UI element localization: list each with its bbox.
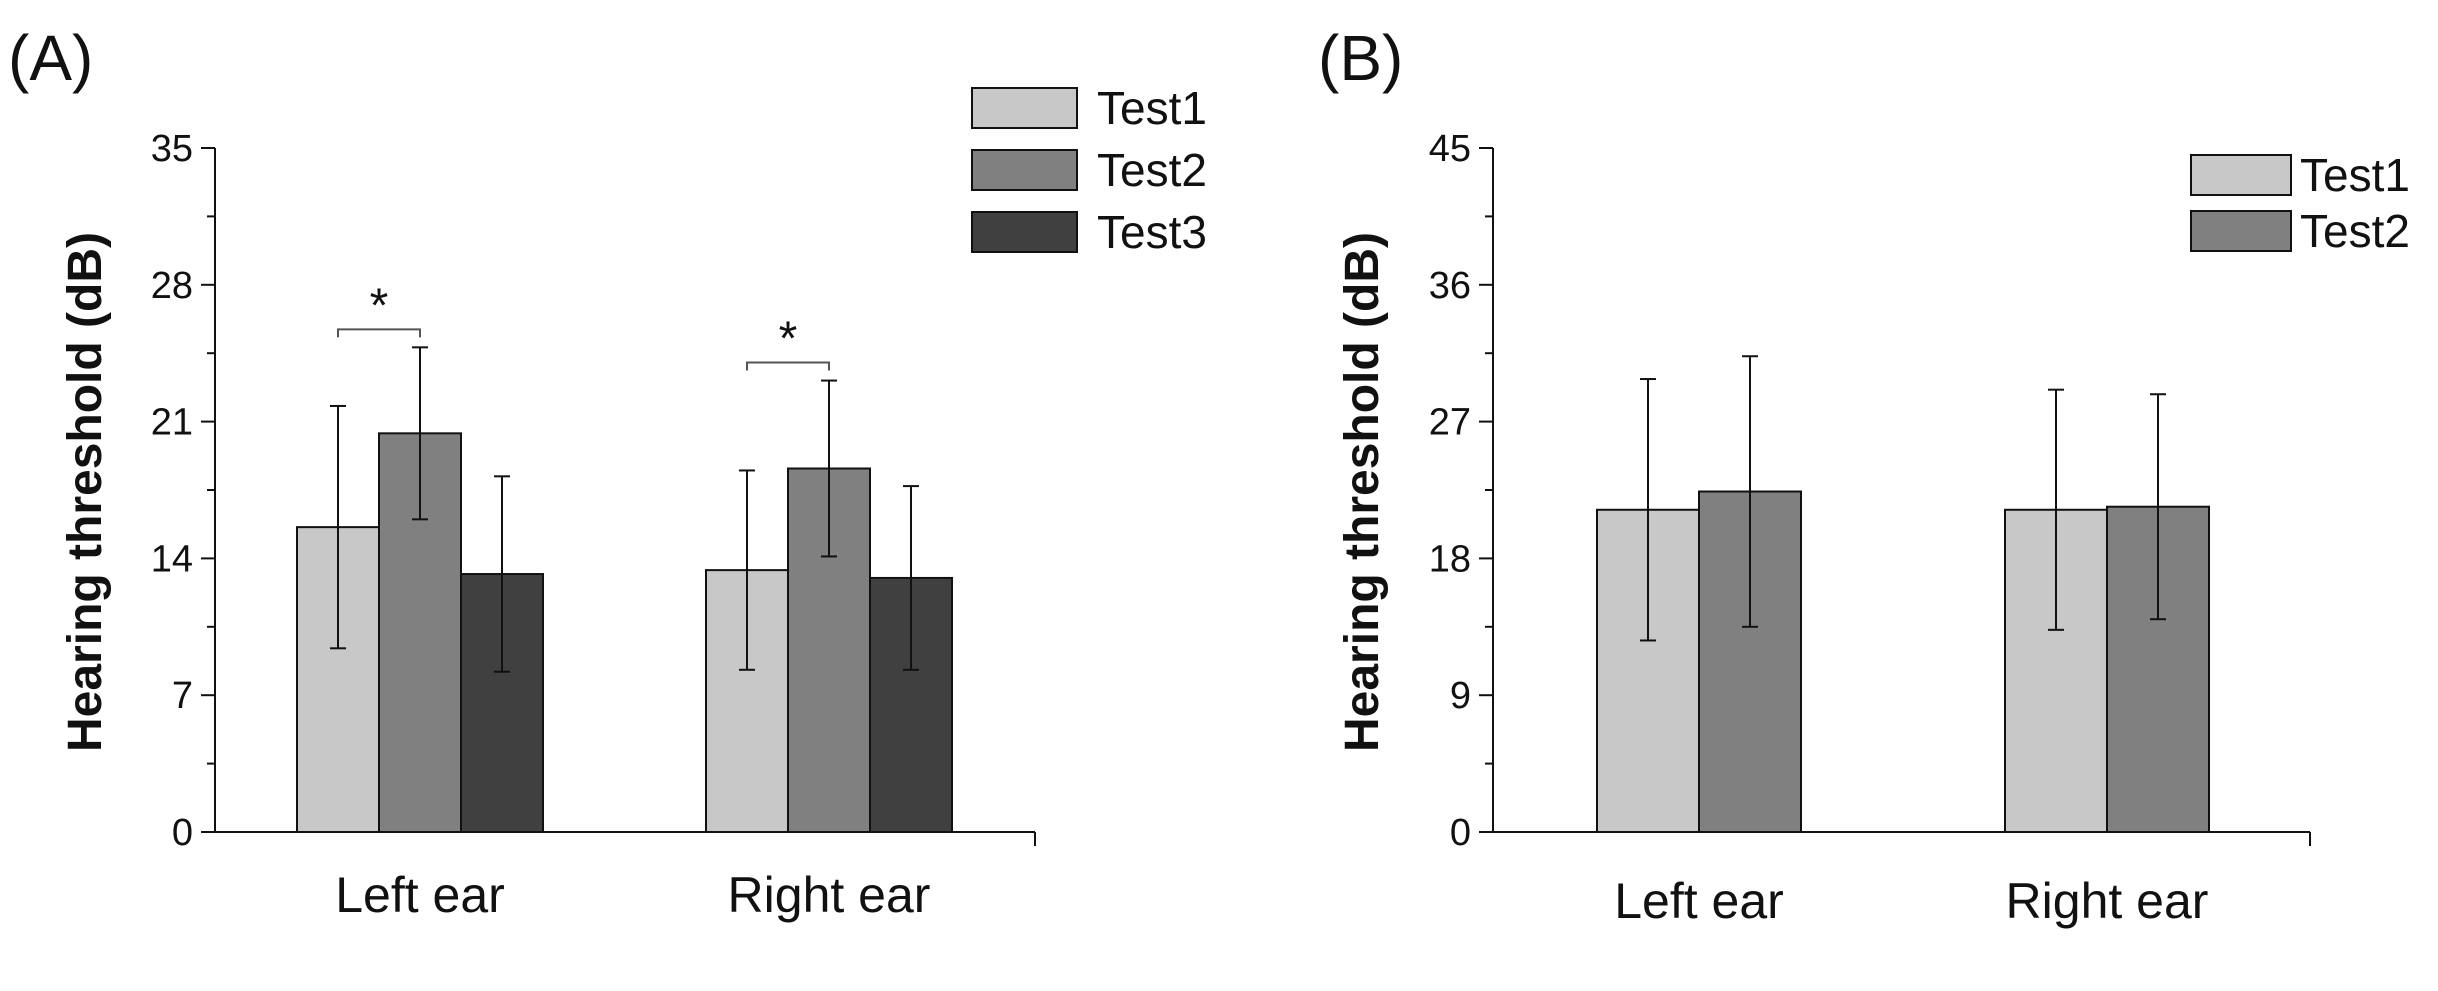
panel-a-label: (A)	[8, 22, 93, 94]
significance-star: *	[779, 313, 798, 366]
panel-a-chart: (A) * * 0 7 14 21 28 35 Left ear Right ear Test…	[8, 22, 1207, 923]
legend-swatch-test1	[971, 87, 1078, 129]
y-tick-label: 35	[151, 128, 193, 170]
legend-label-test1: Test1	[1097, 82, 1207, 134]
panel-b-label: (B)	[1318, 22, 1403, 94]
y-tick-label: 27	[1429, 402, 1471, 444]
significance-bracket	[746, 361, 830, 371]
x-category-label: Right ear	[2006, 873, 2209, 929]
y-tick-label: 28	[151, 265, 193, 307]
panel-a-y-axis-title: Hearing threshold (dB)	[59, 232, 112, 752]
x-category-label: Left ear	[1614, 873, 1784, 929]
legend-label-test2: Test2	[1097, 144, 1207, 196]
legend-swatch-test3	[971, 211, 1078, 253]
x-category-label: Right ear	[728, 867, 931, 923]
legend-label-test2: Test2	[2300, 205, 2410, 257]
legend-label-test1: Test1	[2300, 149, 2410, 201]
legend-swatch-test2	[971, 149, 1078, 191]
y-tick-label: 45	[1429, 128, 1471, 170]
y-tick-label: 0	[1450, 812, 1471, 854]
panel-b-chart: (B) 0 9 18 27 36 45 Left ear Right ear Test1Te…	[1318, 22, 2410, 929]
y-tick-label: 7	[172, 675, 193, 717]
y-tick-label: 0	[172, 812, 193, 854]
x-category-label: Left ear	[335, 867, 505, 923]
y-tick-label: 21	[151, 402, 193, 444]
panel-b-y-axis-title: Hearing threshold (dB)	[1336, 232, 1389, 752]
y-tick-label: 36	[1429, 265, 1471, 307]
legend-swatch-test1	[2190, 154, 2292, 196]
significance-star: *	[370, 279, 389, 332]
y-tick-label: 9	[1450, 675, 1471, 717]
y-tick-label: 18	[1429, 538, 1471, 580]
y-tick-label: 14	[151, 538, 193, 580]
legend-swatch-test2	[2190, 210, 2292, 252]
legend-label-test3: Test3	[1097, 206, 1207, 258]
significance-bracket	[337, 328, 421, 338]
